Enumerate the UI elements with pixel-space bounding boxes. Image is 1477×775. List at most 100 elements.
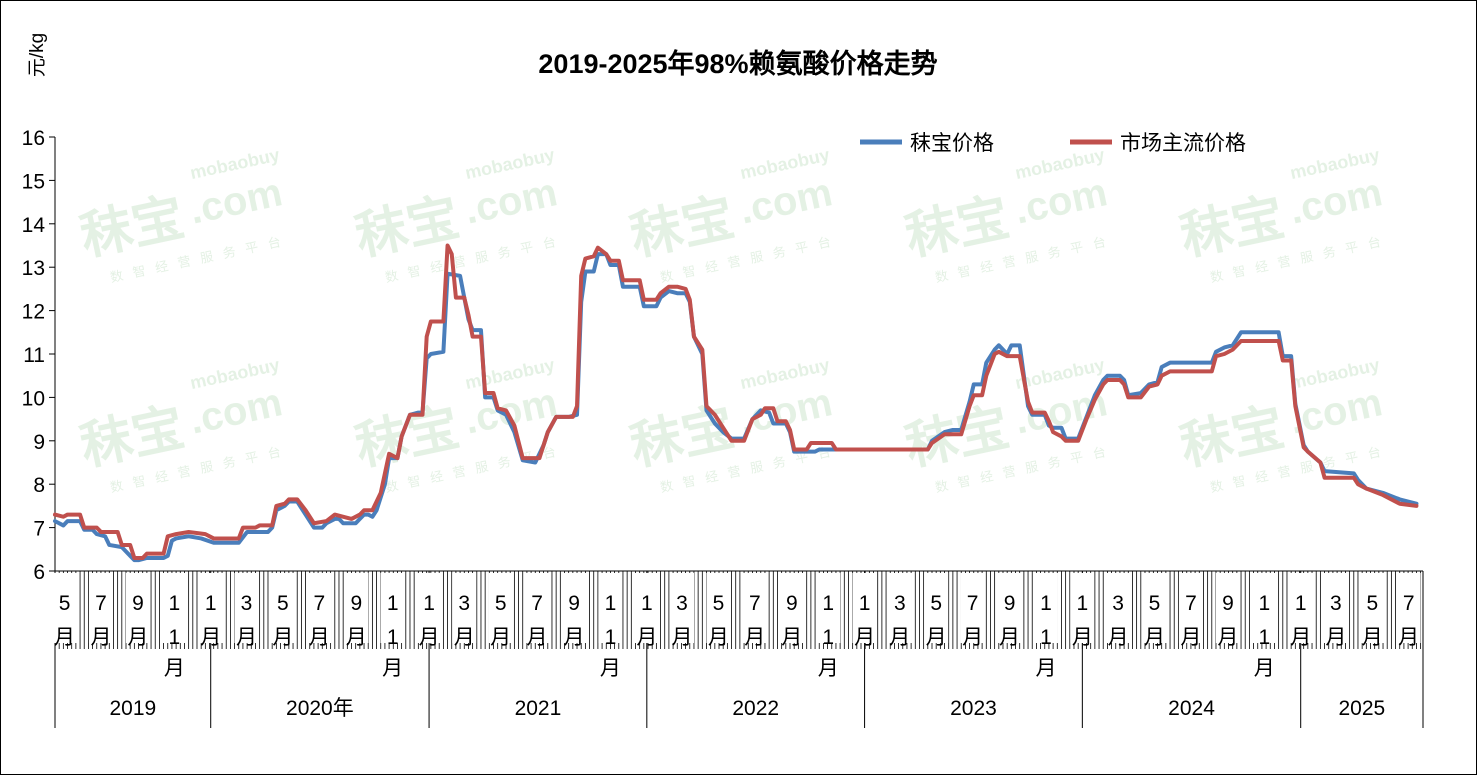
x-month-number: 1 bbox=[1295, 592, 1307, 615]
series-line-market bbox=[53, 243, 1419, 560]
x-month-unit: 月 bbox=[636, 626, 657, 649]
x-month-suffix: 月 bbox=[1254, 657, 1275, 680]
x-month-unit: 月 bbox=[1072, 626, 1093, 649]
month-label-bg bbox=[1033, 573, 1058, 643]
x-month-unit: 1 bbox=[605, 626, 617, 649]
month-label-bg bbox=[852, 573, 877, 643]
x-month-suffix: 月 bbox=[1035, 657, 1056, 680]
month-label-bg bbox=[1252, 573, 1277, 643]
month-label-bg bbox=[1360, 573, 1385, 643]
month-label-bg bbox=[162, 573, 187, 643]
x-month-number: 7 bbox=[749, 592, 761, 615]
x-month-number: 3 bbox=[241, 592, 253, 615]
x-month-number: 1 bbox=[822, 592, 834, 615]
month-label-bg bbox=[924, 573, 949, 643]
x-month-unit: 月 bbox=[564, 626, 585, 649]
x-month-number: 7 bbox=[313, 592, 325, 615]
x-month-number: 1 bbox=[387, 592, 399, 615]
month-label-bg bbox=[88, 573, 113, 643]
y-tick-label: 13 bbox=[22, 257, 45, 280]
month-label-bg bbox=[270, 573, 295, 643]
y-tick-label: 15 bbox=[22, 170, 45, 193]
legend-label-mobao: 秣宝价格 bbox=[910, 132, 994, 155]
x-month-unit: 月 bbox=[309, 626, 330, 649]
x-month-number: 1 bbox=[168, 592, 180, 615]
x-month-number: 1 bbox=[1076, 592, 1088, 615]
x-month-number: 5 bbox=[1149, 592, 1161, 615]
x-month-unit: 月 bbox=[708, 626, 729, 649]
chart-title: 2019-2025年98%赖氨酸价格走势 bbox=[538, 48, 937, 79]
x-month-number: 9 bbox=[1004, 592, 1016, 615]
x-month-number: 7 bbox=[95, 592, 107, 615]
y-tick-label: 16 bbox=[22, 127, 45, 150]
y-axis: 6 7 8 9 10 11 12 13 14 15 16 bbox=[22, 127, 56, 584]
month-label-bg bbox=[1106, 573, 1131, 643]
x-month-number: 1 bbox=[641, 592, 653, 615]
month-label-bg bbox=[1396, 573, 1421, 643]
year-label: 2020年 bbox=[286, 697, 354, 720]
x-month-unit: 月 bbox=[926, 626, 947, 649]
month-label-bg bbox=[779, 573, 804, 643]
month-label-bg bbox=[1215, 573, 1240, 643]
x-month-number: 5 bbox=[930, 592, 942, 615]
y-tick-label: 8 bbox=[33, 474, 45, 497]
x-month-unit: 月 bbox=[90, 626, 111, 649]
x-month-number: 9 bbox=[350, 592, 362, 615]
legend-label-market: 市场主流价格 bbox=[1120, 132, 1246, 155]
x-month-number: 5 bbox=[495, 592, 507, 615]
month-label-bg bbox=[887, 573, 912, 643]
x-month-unit: 月 bbox=[1362, 626, 1383, 649]
month-label-bg bbox=[598, 573, 623, 643]
legend-item-market[interactable]: 市场主流价格 bbox=[1070, 132, 1246, 155]
month-label-bg bbox=[344, 573, 369, 643]
month-label-bg bbox=[816, 573, 841, 643]
x-month-unit: 1 bbox=[822, 626, 834, 649]
month-label-bg bbox=[706, 573, 731, 643]
x-month-unit: 月 bbox=[962, 626, 983, 649]
series-layer bbox=[53, 243, 1419, 563]
x-month-number: 3 bbox=[894, 592, 906, 615]
x-axis: 2019 2020年 2021 2022 2023 2024 20255月7月9月111月3… bbox=[52, 570, 1424, 728]
x-month-number: 5 bbox=[1366, 592, 1378, 615]
x-month-suffix: 月 bbox=[164, 657, 185, 680]
year-label: 2021 bbox=[515, 697, 562, 720]
x-month-unit: 月 bbox=[1180, 626, 1201, 649]
month-label-bg bbox=[634, 573, 659, 643]
month-label-bg bbox=[670, 573, 695, 643]
legend-item-mobao[interactable]: 秣宝价格 bbox=[860, 132, 994, 155]
x-month-unit: 月 bbox=[527, 626, 548, 649]
x-month-number: 7 bbox=[531, 592, 543, 615]
year-label: 2024 bbox=[1168, 697, 1215, 720]
x-month-unit: 月 bbox=[346, 626, 367, 649]
x-month-unit: 月 bbox=[54, 626, 75, 649]
x-month-unit: 月 bbox=[744, 626, 765, 649]
y-tick-label: 9 bbox=[33, 431, 45, 454]
x-month-unit: 1 bbox=[168, 626, 180, 649]
month-label-bg bbox=[380, 573, 405, 643]
month-label-bg bbox=[452, 573, 477, 643]
year-label: 2025 bbox=[1338, 697, 1385, 720]
x-month-unit: 月 bbox=[1144, 626, 1165, 649]
x-month-number: 3 bbox=[676, 592, 688, 615]
x-month-number: 3 bbox=[458, 592, 470, 615]
month-label-bg bbox=[742, 573, 767, 643]
x-month-number: 5 bbox=[713, 592, 725, 615]
y-tick-label: 6 bbox=[33, 561, 45, 584]
x-month-number: 1 bbox=[1258, 592, 1270, 615]
x-month-unit: 月 bbox=[490, 626, 511, 649]
month-label-bg bbox=[1070, 573, 1095, 643]
x-month-unit: 月 bbox=[1217, 626, 1238, 649]
x-month-unit: 月 bbox=[272, 626, 293, 649]
x-month-number: 9 bbox=[568, 592, 580, 615]
x-month-number: 9 bbox=[1222, 592, 1234, 615]
x-month-suffix: 月 bbox=[382, 657, 403, 680]
month-label-bg bbox=[1178, 573, 1203, 643]
x-month-number: 5 bbox=[59, 592, 71, 615]
x-month-unit: 月 bbox=[889, 626, 910, 649]
x-month-unit: 1 bbox=[387, 626, 399, 649]
x-month-unit: 月 bbox=[781, 626, 802, 649]
month-label-bg bbox=[52, 573, 77, 643]
x-month-unit: 月 bbox=[236, 626, 257, 649]
